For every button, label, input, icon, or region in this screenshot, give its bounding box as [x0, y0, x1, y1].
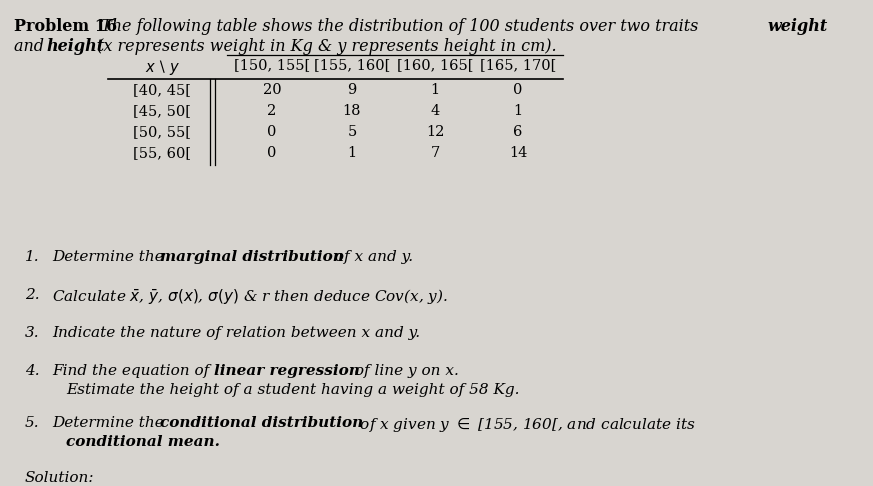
Text: The following table shows the distribution of 100 students over two traits: The following table shows the distributi… [96, 18, 704, 35]
Text: 5.: 5. [25, 416, 39, 430]
Text: linear regression: linear regression [214, 364, 360, 378]
Text: [160, 165[: [160, 165[ [396, 58, 473, 72]
Text: conditional mean.: conditional mean. [66, 435, 220, 449]
Text: height: height [46, 38, 104, 55]
Text: 7: 7 [430, 146, 440, 160]
Text: 0: 0 [267, 125, 277, 139]
Text: [45, 50[: [45, 50[ [133, 104, 191, 118]
Text: [165, 170[: [165, 170[ [480, 58, 556, 72]
Text: conditional distribution: conditional distribution [160, 416, 363, 430]
Text: of x and y.: of x and y. [330, 250, 413, 264]
Text: and: and [14, 38, 49, 55]
Text: 1: 1 [430, 83, 440, 97]
Text: weight: weight [768, 18, 828, 35]
Text: of line y on x.: of line y on x. [350, 364, 459, 378]
Text: $x \setminus y$: $x \setminus y$ [145, 58, 180, 77]
Text: 2.: 2. [25, 288, 39, 302]
Text: 20: 20 [263, 83, 281, 97]
Text: Determine the: Determine the [52, 416, 168, 430]
Text: 1: 1 [513, 104, 523, 118]
Text: (x represents weight in Kg & y represents height in cm).: (x represents weight in Kg & y represent… [92, 38, 557, 55]
Text: marginal distribution: marginal distribution [160, 250, 344, 264]
Text: 4: 4 [430, 104, 440, 118]
Text: 12: 12 [426, 125, 444, 139]
Text: 5: 5 [347, 125, 357, 139]
Text: 0: 0 [267, 146, 277, 160]
Text: Find the equation of: Find the equation of [52, 364, 214, 378]
Text: Problem 16: Problem 16 [14, 18, 117, 35]
Text: Estimate the height of a student having a weight of 58 Kg.: Estimate the height of a student having … [66, 383, 519, 397]
Text: Calculate $\bar{x}$, $\bar{y}$, $\sigma(x)$, $\sigma(y)$ & r then deduce Cov(x, : Calculate $\bar{x}$, $\bar{y}$, $\sigma(… [52, 288, 448, 307]
Text: 2: 2 [267, 104, 277, 118]
Text: of x given y $\in$ [155, 160[, and calculate its: of x given y $\in$ [155, 160[, and calcu… [355, 416, 696, 434]
Text: 0: 0 [513, 83, 523, 97]
Text: 3.: 3. [25, 326, 39, 340]
Text: 4.: 4. [25, 364, 39, 378]
Text: [50, 55[: [50, 55[ [133, 125, 191, 139]
Text: 6: 6 [513, 125, 523, 139]
Text: Indicate the nature of relation between x and y.: Indicate the nature of relation between … [52, 326, 420, 340]
Text: Solution:: Solution: [25, 471, 94, 485]
Text: 9: 9 [347, 83, 357, 97]
Text: 18: 18 [343, 104, 361, 118]
Text: 1: 1 [347, 146, 356, 160]
Text: 14: 14 [509, 146, 527, 160]
Text: 1.: 1. [25, 250, 39, 264]
Text: Determine the: Determine the [52, 250, 168, 264]
Text: [40, 45[: [40, 45[ [133, 83, 191, 97]
Text: [150, 155[: [150, 155[ [234, 58, 310, 72]
Text: [55, 60[: [55, 60[ [133, 146, 191, 160]
Text: [155, 160[: [155, 160[ [313, 58, 390, 72]
